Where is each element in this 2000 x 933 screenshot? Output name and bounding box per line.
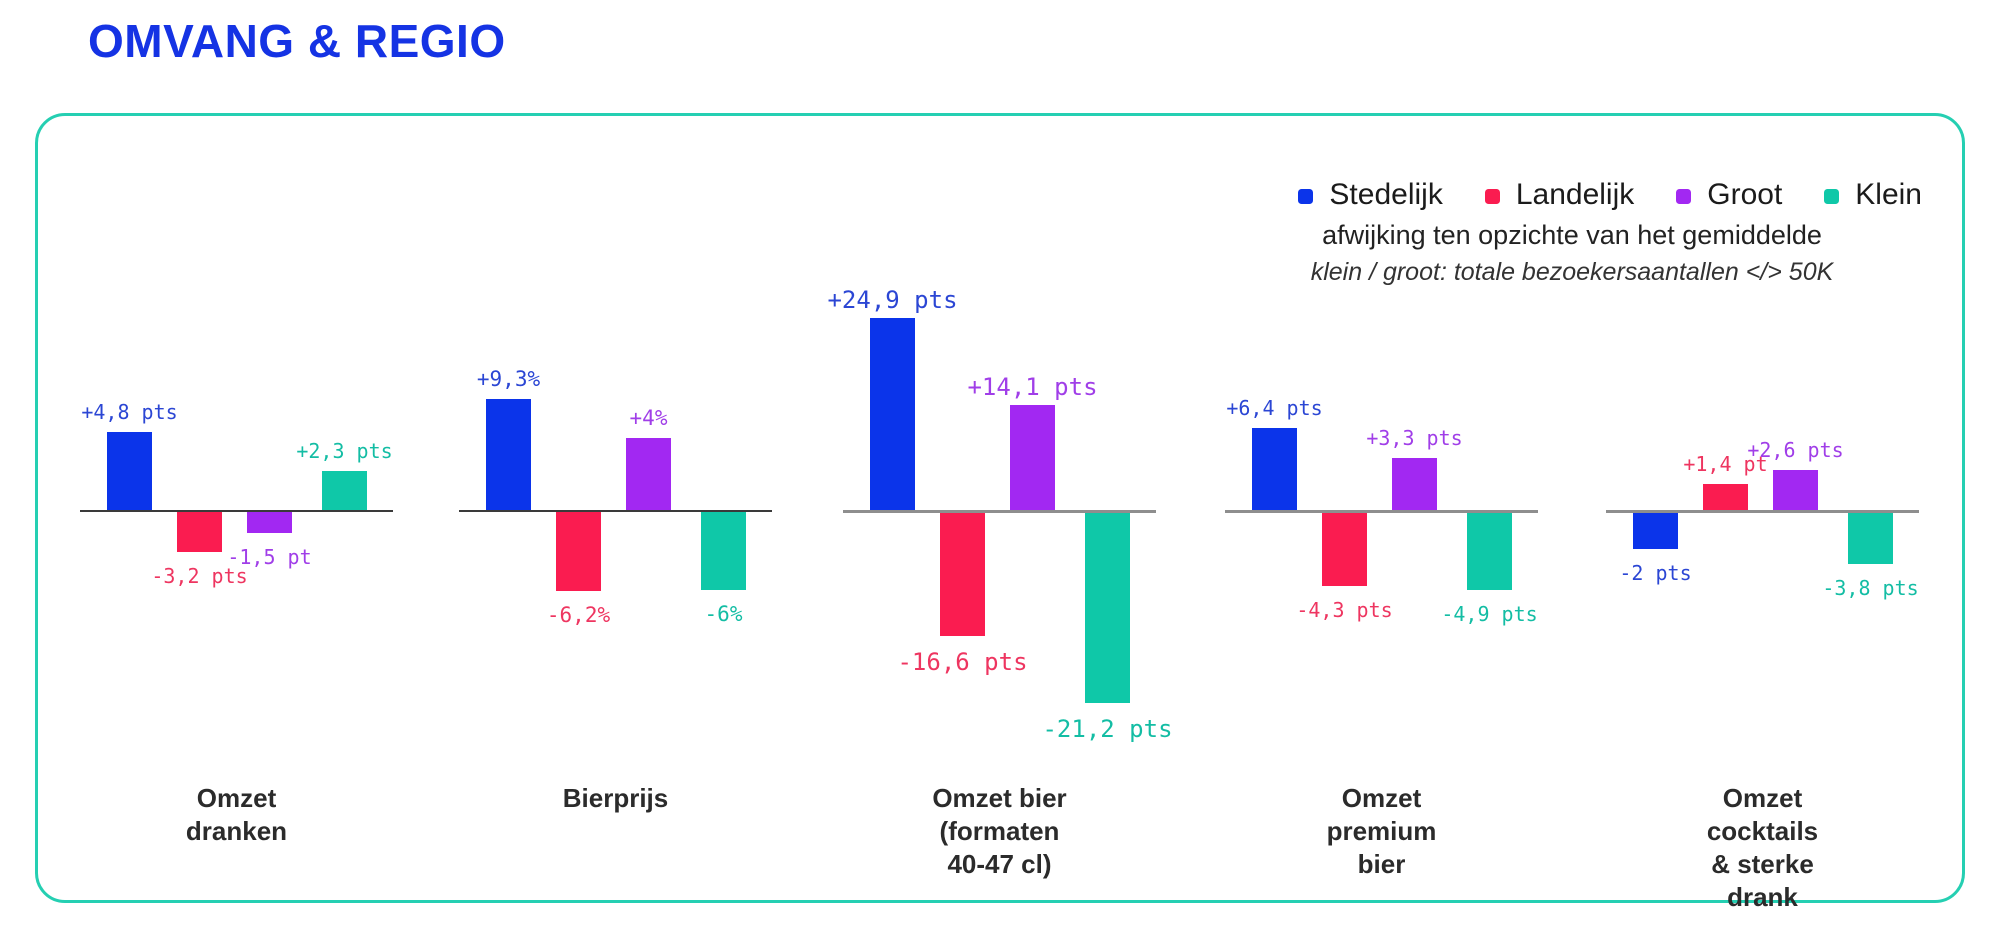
legend-note: klein / groot: totale bezoekersaantallen…	[1310, 258, 1834, 286]
bar-groot	[1392, 458, 1437, 510]
value-label-landelijk: +1,4 pt	[1683, 452, 1768, 476]
value-label-landelijk: -6,2%	[546, 603, 611, 627]
value-label-stedelijk: -2 pts	[1619, 561, 1692, 585]
bar-stedelijk	[870, 318, 915, 510]
value-label-landelijk: -16,6 pts	[897, 648, 1028, 676]
value-label-stedelijk: +9,3%	[476, 367, 541, 391]
bar-landelijk	[1322, 513, 1367, 586]
legend-subtitle: afwijking ten opzichte van het gemiddeld…	[1322, 220, 1822, 250]
value-label-klein: -4,9 pts	[1441, 602, 1538, 626]
bar-klein	[322, 471, 367, 510]
bar-landelijk	[556, 512, 601, 591]
chart-card: Stedelijk Landelijk Groot Klein afwijkin…	[35, 113, 1965, 912]
zero-axis-line	[459, 510, 772, 512]
value-label-klein: +2,3 pts	[296, 439, 393, 463]
bar-klein	[1467, 513, 1512, 590]
legend-label: Stedelijk	[1329, 178, 1443, 211]
bar-klein	[701, 512, 746, 590]
legend-item-klein: Klein	[1824, 178, 1922, 212]
zero-axis-line	[843, 510, 1156, 513]
legend-item-groot: Groot	[1676, 178, 1782, 212]
value-label-klein: -3,8 pts	[1822, 576, 1919, 600]
bar-groot	[626, 438, 671, 510]
bar-landelijk	[1703, 484, 1748, 510]
value-label-klein: -21,2 pts	[1042, 715, 1173, 743]
chart-group-2: +9,3% -6,2% +4% -6% Bierprijs	[459, 116, 772, 900]
value-label-stedelijk: +24,9 pts	[827, 286, 958, 314]
value-label-klein: -6%	[704, 602, 743, 626]
bar-klein	[1085, 513, 1130, 703]
value-label-groot: +4%	[629, 406, 668, 430]
category-label: Omzet premium bier	[1326, 783, 1437, 879]
category-label: Omzet dranken	[185, 783, 288, 846]
chart-group-1: +4,8 pts -3,2 pts -1,5 pt +2,3 pts Omzet dra…	[80, 116, 393, 900]
value-label-groot: +3,3 pts	[1366, 426, 1463, 450]
bar-stedelijk	[1633, 513, 1678, 549]
legend-item-landelijk: Landelijk	[1484, 178, 1635, 212]
bar-groot	[1773, 470, 1818, 510]
chart-group-5: -2 pts +1,4 pt +2,6 pts -3,8 pts Omzet cockt…	[1606, 116, 1919, 912]
legend-swatch-icon	[1824, 189, 1840, 204]
chart-legend: Stedelijk Landelijk Groot Klein	[1298, 178, 1922, 212]
legend-label: Groot	[1707, 178, 1783, 211]
zero-axis-line	[1225, 510, 1538, 513]
value-label-groot: +2,6 pts	[1747, 438, 1844, 462]
legend-swatch-icon	[1484, 189, 1500, 204]
chart-group-4: +6,4 pts -4,3 pts +3,3 pts -4,9 pts Omzet pr…	[1225, 116, 1538, 900]
value-label-landelijk: -4,3 pts	[1296, 598, 1393, 622]
category-label: Bierprijs	[562, 783, 669, 813]
bar-stedelijk	[107, 432, 152, 510]
legend-label: Klein	[1855, 178, 1922, 211]
value-label-groot: -1,5 pt	[227, 545, 312, 569]
legend-label: Landelijk	[1515, 178, 1635, 211]
value-label-stedelijk: +4,8 pts	[81, 400, 178, 424]
bar-landelijk	[940, 513, 985, 636]
bar-klein	[1848, 513, 1893, 564]
bar-stedelijk	[486, 399, 531, 510]
zero-axis-line	[80, 510, 393, 512]
category-label: Omzet bier (formaten 40-47 cl)	[932, 783, 1067, 879]
bar-groot	[247, 512, 292, 533]
zero-axis-line	[1606, 510, 1919, 513]
value-label-groot: +14,1 pts	[967, 373, 1098, 401]
legend-item-stedelijk: Stedelijk	[1298, 178, 1443, 212]
grouped-bar-chart: +4,8 pts -3,2 pts -1,5 pt +2,3 pts Omzet dra…	[38, 116, 1962, 912]
bar-groot	[1010, 405, 1055, 510]
bar-stedelijk	[1252, 428, 1297, 510]
legend-swatch-icon	[1676, 189, 1692, 204]
chart-group-3: +24,9 pts -16,6 pts +14,1 pts -21,2 pts Omze…	[827, 116, 1172, 900]
value-label-stedelijk: +6,4 pts	[1226, 396, 1323, 420]
category-label: Omzet cocktails & sterke drank	[1706, 783, 1819, 912]
value-label-landelijk: -3,2 pts	[151, 564, 248, 588]
legend-swatch-icon	[1298, 189, 1314, 204]
page-title: OMVANG & REGIO	[88, 15, 506, 67]
bar-landelijk	[177, 512, 222, 552]
